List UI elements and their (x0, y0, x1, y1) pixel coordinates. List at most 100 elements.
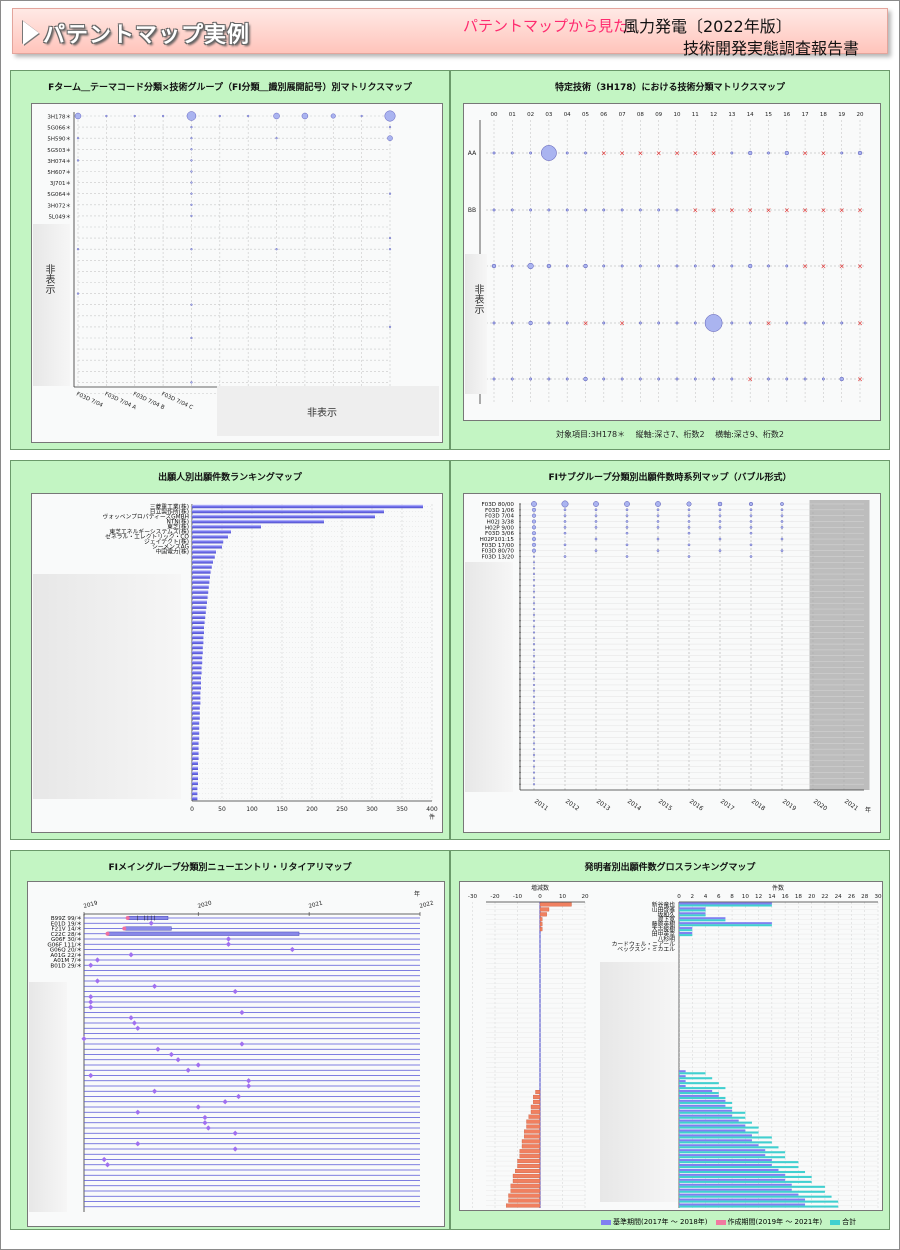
hidden-columns-label: 非表示 (307, 408, 337, 419)
bar (192, 600, 207, 604)
base-period-bar (679, 912, 706, 915)
bubble (563, 526, 567, 529)
col-label: 20 (857, 112, 864, 118)
bubble (583, 376, 588, 382)
diff-bar (512, 1178, 541, 1183)
hidden-labels-block (465, 562, 513, 792)
col-label: 02 (527, 112, 534, 118)
header-title: パテントマップ実例 (23, 17, 250, 49)
bubble (532, 590, 535, 593)
total-bar (679, 1072, 706, 1075)
col-label: 12 (710, 112, 717, 118)
col-label: 16 (783, 112, 790, 118)
bubble (625, 514, 629, 517)
diamond-marker (239, 1041, 245, 1047)
cross-mark: × (820, 263, 826, 271)
bubble (785, 321, 789, 325)
diamond-marker (232, 988, 238, 995)
row-tick (519, 655, 521, 657)
bubble (190, 159, 193, 162)
fi-subgroup-bubble-chart: 2011 2012 2013 2014 2015 2016 2017 2018 2019 2020… (480, 500, 871, 814)
diff-bar (521, 1139, 541, 1144)
total-bar (679, 1087, 726, 1090)
tick-label: 200 (306, 806, 318, 813)
row-tick (519, 561, 521, 564)
bubble (161, 114, 165, 118)
chart-area: 増減数 件数 -30 -20 -10 0 10 20 0 2 4 6 8 10 12 14 16 18 20 22 24… (459, 881, 883, 1211)
bubble (388, 126, 392, 129)
bubble (532, 672, 535, 675)
header-kicker: パテントマップから見た (463, 17, 629, 35)
bubble (565, 151, 569, 155)
diamond-marker (128, 952, 134, 958)
bar (192, 786, 198, 791)
row-tick (519, 590, 521, 593)
bubble (780, 502, 784, 506)
bubble (565, 377, 569, 381)
tick-label: 16 (782, 894, 790, 900)
total-bar (679, 1170, 806, 1174)
bubble (657, 321, 661, 325)
panel-title: Fターム＿テーマコード分類×技術グループ（FI分類＿識別展開記号）別マトリクスマ… (48, 83, 412, 93)
base-period-bar (679, 1119, 739, 1122)
bar-label: 田中英幸 (652, 930, 675, 938)
bubble (532, 573, 535, 576)
bubble (273, 112, 280, 120)
row-tick (519, 532, 521, 534)
cross-mark: × (857, 263, 863, 271)
bar-label: ジェイテクト(株) (144, 538, 189, 546)
bar (192, 539, 224, 544)
bubble (532, 637, 535, 640)
bubble (531, 525, 536, 530)
page-header: パテントマップ実例 パテントマップから見た 風力発電〔2022年版〕 技術開発実… (12, 8, 888, 58)
diamond-marker (239, 1009, 245, 1016)
bar (192, 710, 200, 715)
active-span (124, 926, 172, 931)
bubble (532, 783, 535, 786)
total-bar (679, 1190, 825, 1193)
bubble (532, 771, 535, 774)
diamond-marker (168, 1051, 174, 1058)
bar-label: ベックスン・ミカエル (617, 946, 675, 953)
tick-label: 10 (742, 894, 750, 900)
bubble (687, 543, 691, 547)
bar (192, 716, 200, 720)
cross-mark: × (802, 263, 808, 271)
bar (192, 705, 200, 710)
hidden-rows-block (33, 224, 70, 386)
tick-label: 2014 (626, 798, 643, 813)
diff-bar (519, 1149, 541, 1154)
bubble (584, 208, 587, 212)
row-label: 5H607＊ (47, 169, 71, 176)
bubble (704, 314, 723, 332)
bubble (532, 666, 535, 669)
diff-bar (539, 912, 547, 917)
row-tick (519, 771, 521, 774)
bubble (547, 321, 551, 325)
tick-label: 2021 (843, 798, 860, 813)
bar-label: 八杉明 (658, 935, 676, 943)
diamond-marker (94, 957, 101, 963)
bar (192, 630, 204, 635)
diamond-marker (205, 1125, 211, 1131)
diff-bar (517, 1164, 541, 1169)
diff-bar (524, 1134, 541, 1139)
bubble (712, 264, 716, 268)
total-bar (679, 1175, 812, 1178)
bar (192, 554, 215, 559)
diamond-marker (88, 1004, 94, 1010)
row-tick (519, 713, 521, 715)
tick-label: 24 (835, 894, 843, 900)
col-label: 08 (637, 112, 644, 118)
bubble (780, 549, 784, 552)
bubble (531, 507, 536, 512)
bubble (492, 151, 496, 155)
base-period-bar (679, 932, 693, 935)
bubble (602, 208, 606, 212)
total-bar (679, 1161, 799, 1164)
col-label: 17 (802, 112, 809, 118)
bubble (529, 208, 533, 212)
bubble (780, 508, 784, 512)
bubble (190, 203, 193, 206)
cross-mark: × (692, 150, 698, 158)
